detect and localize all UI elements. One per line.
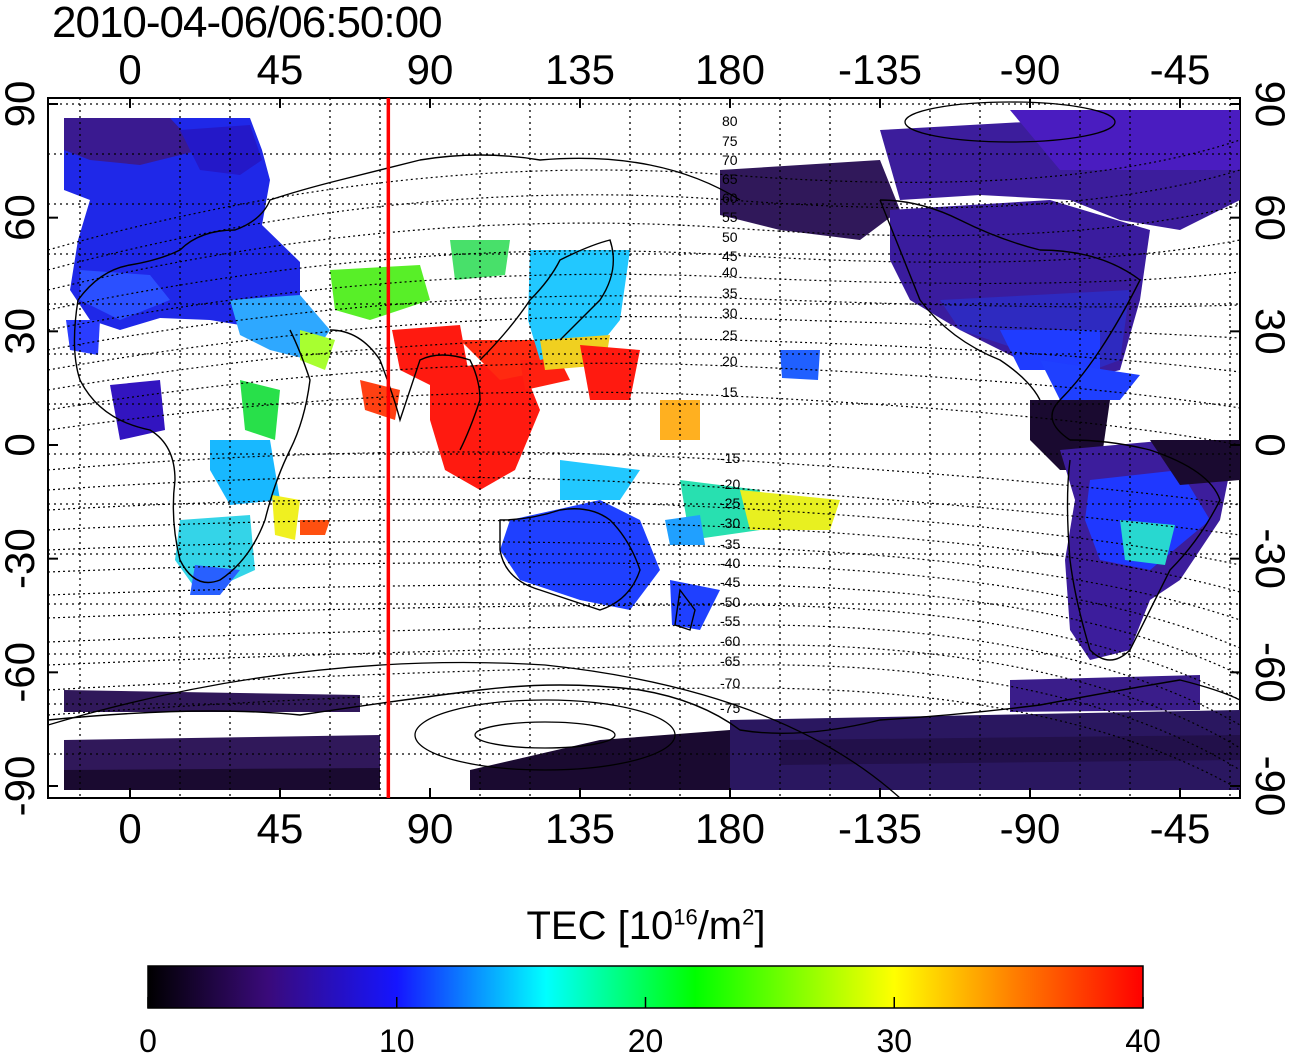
lon-label-bottom: 135 (545, 805, 615, 852)
colorbar-tick-label: 0 (139, 1023, 157, 1057)
lat-label-right: 60 (1247, 194, 1292, 241)
lat-label-right: 0 (1247, 433, 1292, 456)
axis-labels: 0045459090135135180180-135-135-90-90-45-… (0, 46, 1292, 852)
lon-label-top: 45 (257, 46, 304, 93)
contour-label: 15 (722, 384, 738, 400)
lon-label-top: 90 (407, 46, 454, 93)
contour-label: 65 (722, 171, 738, 187)
lat-label-left: -90 (0, 756, 43, 817)
lat-label-left: 30 (0, 308, 43, 355)
lat-label-left: -30 (0, 528, 43, 589)
lon-label-bottom: 90 (407, 805, 454, 852)
lon-label-bottom: 180 (695, 805, 765, 852)
colorbar-title-unit: /m (697, 904, 743, 948)
lat-label-right: -30 (1247, 528, 1292, 589)
lat-label-right: -90 (1247, 756, 1292, 817)
contour-label: 35 (722, 285, 738, 301)
lat-label-right: 90 (1247, 81, 1292, 128)
lon-label-bottom: 45 (257, 805, 304, 852)
colorbar-title-unit-exponent: 2 (742, 904, 755, 930)
colorbar-title-exponent: 16 (673, 904, 698, 930)
lon-label-top: -90 (1000, 46, 1061, 93)
axis-ticks (48, 98, 1240, 798)
lat-label-left: 90 (0, 81, 43, 128)
lon-label-top: 135 (545, 46, 615, 93)
magnetic-latitude-contours (48, 139, 1240, 791)
contour-label: 40 (722, 264, 738, 280)
contour-label: 25 (722, 327, 738, 343)
colorbar-title: TEC [1016/m2] (0, 904, 1292, 949)
lon-label-bottom: -45 (1150, 805, 1211, 852)
contour-label: 30 (722, 305, 738, 321)
contour-label: -75 (720, 700, 740, 716)
contour-label: -35 (720, 536, 740, 552)
contour-label: -65 (720, 653, 740, 669)
magnetic-pole-contours (48, 101, 1116, 798)
lon-label-top: -135 (838, 46, 922, 93)
contour-label: 50 (722, 229, 738, 245)
contour-label: -25 (720, 495, 740, 511)
contour-label: -20 (720, 476, 740, 492)
lat-lon-grid (48, 98, 1240, 798)
contour-label: -40 (720, 555, 740, 571)
contour-label: 60 (722, 190, 738, 206)
contour-label: -30 (720, 515, 740, 531)
lat-label-right: -60 (1247, 642, 1292, 703)
lat-label-left: -60 (0, 642, 43, 703)
colorbar-tick-label: 10 (379, 1023, 415, 1057)
contour-label: 20 (722, 353, 738, 369)
lon-label-bottom: 0 (118, 805, 141, 852)
lat-label-right: 30 (1247, 308, 1292, 355)
contour-label: 80 (722, 113, 738, 129)
lon-label-top: -45 (1150, 46, 1211, 93)
contour-label: -50 (720, 594, 740, 610)
contour-label: -70 (720, 675, 740, 691)
colorbar-title-main: TEC [10 (526, 904, 674, 948)
contour-label: 70 (722, 152, 738, 168)
contour-label: -15 (720, 450, 740, 466)
contour-label: -60 (720, 633, 740, 649)
lon-label-bottom: -90 (1000, 805, 1061, 852)
colorbar-title-end: ] (754, 904, 766, 948)
contour-label: -55 (720, 613, 740, 629)
lat-label-left: 0 (0, 433, 43, 456)
lat-label-left: 60 (0, 194, 43, 241)
timestamp-title: 2010-04-06/06:50:00 (52, 0, 443, 47)
coastlines (48, 154, 1240, 735)
contour-label: 55 (722, 209, 738, 225)
contour-label: -45 (720, 574, 740, 590)
lon-label-top: 0 (118, 46, 141, 93)
colorbar-tick-label: 20 (628, 1023, 664, 1057)
contour-label: 75 (722, 133, 738, 149)
colorbar-tick-label: 40 (1125, 1023, 1161, 1057)
tec-data-layer (64, 110, 1240, 790)
lon-label-top: 180 (695, 46, 765, 93)
lon-label-bottom: -135 (838, 805, 922, 852)
colorbar-tick-label: 30 (876, 1023, 912, 1057)
colorbar-ticks: 0 10 20 30 40 (139, 997, 1161, 1057)
contour-label: 45 (722, 248, 738, 264)
